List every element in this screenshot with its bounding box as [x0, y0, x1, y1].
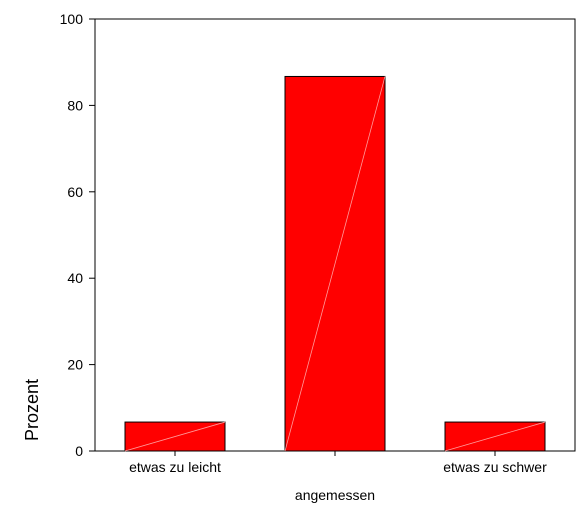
x-category-label: etwas zu leicht [129, 459, 221, 475]
y-tick-label: 20 [67, 357, 83, 373]
x-category-label: angemessen [295, 487, 375, 503]
x-category-label: etwas zu schwer [443, 459, 547, 475]
bar-shading-line [444, 421, 546, 452]
y-axis: 0 20 40 60 80 100 [60, 11, 95, 459]
y-tick-label: 0 [75, 443, 83, 459]
bar-shading-line [284, 76, 386, 452]
y-tick-label: 80 [67, 97, 83, 113]
y-tick-label: 60 [67, 184, 83, 200]
x-axis-labels: etwas zu leicht angemessen etwas zu schwer [129, 451, 547, 503]
y-tick-label: 40 [67, 270, 83, 286]
y-axis-title: Prozent [22, 379, 42, 441]
bar-shading-line [124, 421, 226, 452]
y-tick-label: 100 [60, 11, 84, 27]
bars [124, 75, 546, 452]
